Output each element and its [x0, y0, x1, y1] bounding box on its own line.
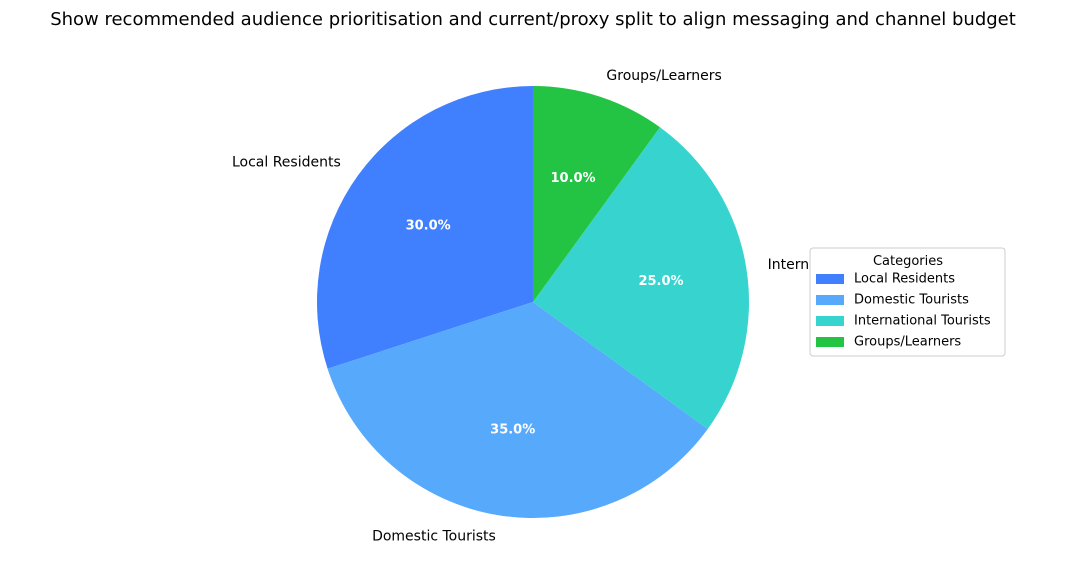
legend-title: Categories	[873, 254, 943, 269]
legend-swatch-groups-learners	[816, 337, 844, 347]
chart-title: Show recommended audience prioritisation…	[50, 9, 1016, 30]
legend-swatch-international-tourists	[816, 316, 844, 326]
legend-items: Local Residents Domestic Tourists Internat…	[816, 272, 991, 350]
pie-slice-domestic-tourists	[327, 302, 708, 518]
slice-percent-groups-learners: 10.0%	[550, 171, 595, 186]
legend-swatch-domestic-tourists	[816, 295, 844, 305]
slice-label-domestic-tourists: Domestic Tourists	[372, 529, 496, 545]
slice-percent-local-residents: 30.0%	[406, 218, 451, 233]
pie-slice-international-tourists	[533, 127, 749, 429]
legend-label-groups-learners: Groups/Learners	[854, 335, 961, 350]
slice-percent-labels: 30.0% 35.0% 25.0% 10.0%	[406, 171, 684, 437]
legend-frame	[809, 247, 1006, 357]
slice-label-groups-learners: Groups/Learners	[606, 68, 721, 84]
slice-percent-domestic-tourists: 35.0%	[490, 423, 535, 438]
legend: Categories Local Residents Domestic Touri…	[809, 247, 1006, 357]
pie-slices	[316, 86, 749, 518]
pie-slice-local-residents	[316, 86, 533, 369]
legend-label-local-residents: Local Residents	[854, 272, 955, 287]
slice-percent-international-tourists: 25.0%	[638, 274, 683, 289]
slice-label-local-residents: Local Residents	[232, 154, 341, 170]
pie-slice-groups-learners	[533, 86, 660, 302]
legend-swatch-local-residents	[816, 274, 844, 284]
legend-label-domestic-tourists: Domestic Tourists	[854, 293, 969, 308]
legend-label-international-tourists: International Tourists	[854, 314, 991, 329]
